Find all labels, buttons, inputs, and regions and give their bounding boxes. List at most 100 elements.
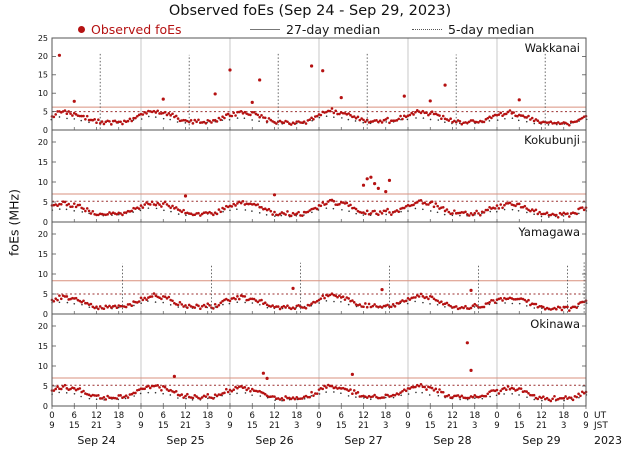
y-tick-label: 5 [43, 198, 48, 207]
y-tick-label: 10 [38, 270, 48, 279]
jst-tick-label: 21 [358, 421, 369, 431]
axis-ticks: 0 5 10 15 20 25 [38, 34, 586, 135]
observed-points [50, 286, 588, 312]
y-tick-label: 15 [38, 71, 48, 80]
y-tick-label: 20 [38, 230, 48, 239]
jst-tick-label: 9 [316, 421, 321, 431]
jst-tick-label: 15 [247, 421, 258, 431]
jst-tick-label: 15 [69, 421, 80, 431]
jst-axis-label: JST [593, 421, 608, 431]
date-label: Sep 25 [166, 434, 204, 447]
date-label: Sep 24 [77, 434, 115, 447]
date-label: Sep 27 [344, 434, 382, 447]
y-tick-label: 15 [38, 250, 48, 259]
ut-tick-label: 18 [558, 411, 569, 421]
jst-tick-label: 21 [91, 421, 102, 431]
panel-label: Yamagawa [517, 225, 580, 239]
ut-tick-label: 12 [91, 411, 102, 421]
axis-ticks: 0 5 10 15 20 [38, 230, 586, 319]
legend-observed: Observed foEs [78, 22, 182, 37]
ut-tick-label: 18 [380, 411, 391, 421]
jst-tick-label: 9 [583, 421, 588, 431]
ut-tick-label: 0 [494, 411, 499, 421]
y-tick-label: 0 [43, 126, 48, 135]
panel-label: Wakkanai [525, 41, 580, 55]
median5-curve-dots [50, 115, 588, 126]
ut-tick-label: 18 [113, 411, 124, 421]
axis-ticks: 0 5 10 15 20 [38, 322, 586, 411]
jst-tick-label: 15 [514, 421, 525, 431]
y-tick-label: 20 [38, 322, 48, 331]
jst-tick-label: 9 [227, 421, 232, 431]
y-tick-label: 20 [38, 52, 48, 61]
ut-tick-label: 0 [316, 411, 321, 421]
date-label: Sep 28 [433, 434, 471, 447]
axis-ticks: 0 5 10 15 20 [38, 138, 586, 227]
date-label: Sep 26 [255, 434, 293, 447]
median5-line-swatch-icon [412, 29, 442, 30]
spike-lines [99, 51, 546, 129]
jst-tick-label: 3 [472, 421, 477, 431]
jst-tick-label: 21 [536, 421, 547, 431]
y-tick-label: 15 [38, 158, 48, 167]
y-tick-label: 10 [38, 178, 48, 187]
legend-median27: 27-day median [250, 22, 380, 37]
panel-label: Kokubunji [524, 133, 580, 147]
legend-median5: 5-day median [412, 22, 534, 37]
observed-points [50, 175, 588, 219]
jst-tick-label: 3 [294, 421, 299, 431]
ut-tick-label: 12 [180, 411, 191, 421]
panel-wakkanai: 0 5 10 15 20 25 Wakkanai [38, 34, 588, 135]
y-tick-label: 5 [43, 382, 48, 391]
y-tick-label: 10 [38, 362, 48, 371]
jst-tick-label: 3 [383, 421, 388, 431]
legend-observed-label: Observed foEs [91, 22, 182, 37]
ut-tick-label: 12 [447, 411, 458, 421]
panel-okinawa: 0 5 10 15 20 Okinawa [38, 313, 588, 411]
jst-tick-label: 9 [405, 421, 410, 431]
y-tick-label: 10 [38, 89, 48, 98]
y-tick-label: 20 [38, 138, 48, 147]
chart-title: Observed foEs (Sep 24 - Sep 29, 2023) [168, 3, 452, 19]
jst-tick-label: 3 [116, 421, 121, 431]
x-axis-labels: 0961512211830961512211830961512211830961… [49, 406, 622, 447]
ut-tick-label: 0 [138, 411, 143, 421]
ut-tick-label: 6 [517, 411, 522, 421]
observed-points [50, 341, 588, 403]
jst-tick-label: 21 [269, 421, 280, 431]
ut-tick-label: 18 [469, 411, 480, 421]
y-tick-label: 5 [43, 290, 48, 299]
ut-tick-label: 6 [250, 411, 255, 421]
jst-tick-label: 21 [180, 421, 191, 431]
y-tick-label: 15 [38, 342, 48, 351]
y-tick-label: 0 [43, 218, 48, 227]
ut-tick-label: 0 [49, 411, 54, 421]
jst-tick-label: 15 [336, 421, 347, 431]
panel-kokubunji: 0 5 10 15 20 Kokubunji [38, 129, 588, 227]
y-tick-label: 5 [43, 107, 48, 116]
ut-tick-label: 6 [161, 411, 166, 421]
jst-tick-label: 3 [561, 421, 566, 431]
jst-tick-label: 3 [205, 421, 210, 431]
ut-tick-label: 0 [583, 411, 588, 421]
jst-tick-label: 9 [138, 421, 143, 431]
ut-tick-label: 0 [405, 411, 410, 421]
panel-label: Okinawa [530, 317, 580, 331]
y-tick-label: 0 [43, 310, 48, 319]
jst-tick-label: 9 [49, 421, 54, 431]
jst-tick-label: 21 [447, 421, 458, 431]
y-tick-label: 0 [43, 402, 48, 411]
observed-dot-marker-icon [78, 26, 85, 33]
ut-axis-label: UT [594, 411, 607, 421]
ut-tick-label: 12 [536, 411, 547, 421]
ut-tick-label: 6 [339, 411, 344, 421]
ut-tick-label: 12 [358, 411, 369, 421]
date-label: Sep 29 [522, 434, 560, 447]
jst-tick-label: 15 [425, 421, 436, 431]
legend-median5-label: 5-day median [448, 22, 535, 37]
ut-tick-label: 18 [202, 411, 213, 421]
panel-yamagawa: 0 5 10 15 20 Yamagawa [38, 221, 588, 319]
observed-points [50, 53, 588, 127]
year-label: 2023 [594, 434, 622, 447]
spike-lines [122, 262, 585, 313]
